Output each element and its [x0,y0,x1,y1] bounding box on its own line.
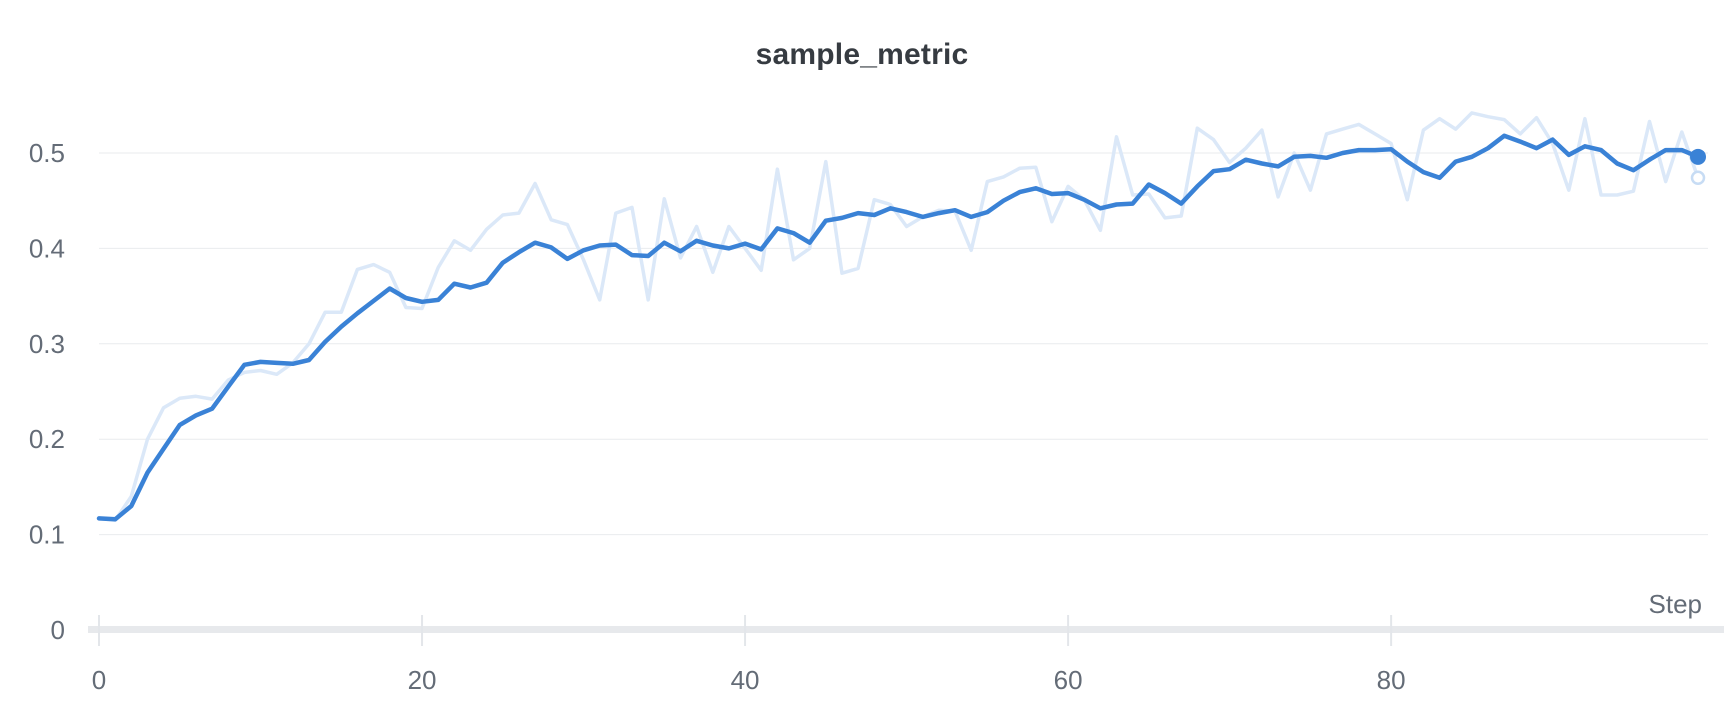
x-tick-label: 0 [92,665,106,695]
y-tick-labels: 0 0.1 0.2 0.3 0.4 0.5 [29,138,65,645]
x-tick-labels: 0 20 40 60 80 [92,665,1406,695]
y-tick-label: 0 [51,615,65,645]
y-tick-label: 0.5 [29,138,65,168]
y-tick-label: 0.2 [29,424,65,454]
raw-series-end-dot [1690,170,1706,186]
x-tick-label: 80 [1377,665,1406,695]
x-tick-marks [98,615,1393,646]
x-axis-label: Step [1649,589,1703,619]
raw-series-line [97,111,1700,523]
y-gridlines [99,152,1708,536]
chart-title: sample_metric [755,38,969,71]
y-tick-label: 0.3 [29,329,65,359]
y-tick-label: 0.4 [29,233,65,263]
x-tick-label: 60 [1054,665,1083,695]
y-tick-label: 0.1 [29,520,65,550]
smoothed-series-line [96,133,1701,522]
smoothed-series-end-dot [1689,148,1706,165]
x-tick-label: 20 [408,665,437,695]
x-tick-label: 40 [731,665,760,695]
